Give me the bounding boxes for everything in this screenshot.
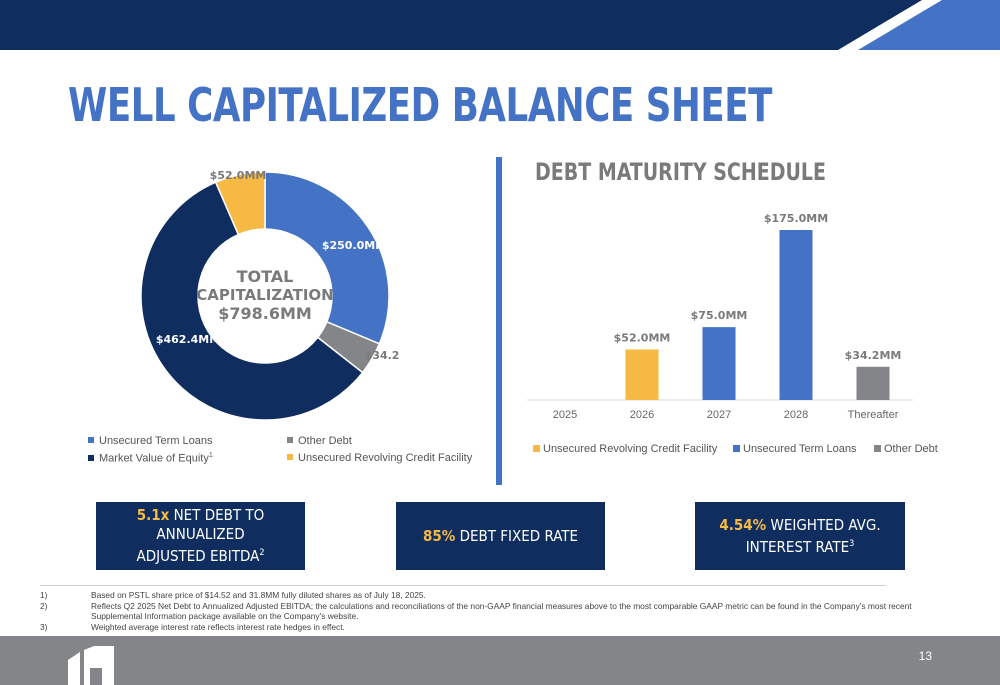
footnote: 1) Based on PSTL share price of $14.52 an… xyxy=(40,590,920,601)
legend-label: Unsecured Term Loans xyxy=(743,443,857,455)
x-tick-label: 2028 xyxy=(784,409,808,421)
donut-slice-market-value-equity xyxy=(140,181,364,421)
legend-market-value-equity: Market Value of Equity1 xyxy=(88,452,213,465)
bar-value-label: $175.0MM xyxy=(764,212,828,225)
legend-label: Unsecured Revolving Credit Facility xyxy=(543,443,718,455)
debt-maturity-bar-chart: 2025 $52.0MM 2026 $75.0MM 2027 $175.0MM 2028 $3… xyxy=(527,212,913,421)
donut-slice-unsecured-term-loans xyxy=(264,171,390,345)
donut-center-text: $798.6MM xyxy=(218,304,312,323)
bar-2028 xyxy=(779,230,813,400)
footnote-rule xyxy=(40,585,886,586)
kpi-fixed-rate: 85% DEBT FIXED RATE xyxy=(396,502,605,570)
donut-label-market-value-equity: $462.4MM xyxy=(156,333,220,346)
footnote-number: 3) xyxy=(40,621,48,632)
footer-bar: 13 xyxy=(0,636,1000,685)
donut-slice-revolving-credit xyxy=(214,171,266,236)
x-tick-label: 2026 xyxy=(630,409,654,421)
top-banner xyxy=(0,0,1000,50)
kpi-value: 5.1x xyxy=(136,506,170,524)
bar-value-label: $52.0MM xyxy=(614,331,671,344)
footnote: 3) Weighted average interest rate reflect… xyxy=(40,622,920,633)
legend-swatch xyxy=(287,454,293,461)
bar-2027 xyxy=(702,327,736,400)
legend-label: Other Debt xyxy=(884,443,938,455)
legend-revolving-credit: Unsecured Revolving Credit Facility xyxy=(287,452,472,464)
footnote: 2) Reflects Q2 2025 Net Debt to Annualize… xyxy=(40,601,920,622)
legend-label: Unsecured Term Loans xyxy=(99,435,213,447)
capitalization-donut-chart: $250.0MM $34.2MM $462.4MM $52.0MM TOTALCAPIT… xyxy=(140,169,400,421)
bar-2026 xyxy=(625,349,659,400)
kpi-value: 4.54% xyxy=(719,515,767,534)
page-title: WELL CAPITALIZED BALANCE SHEET xyxy=(68,78,772,132)
x-tick-label: Thereafter xyxy=(848,409,899,421)
legend-swatch xyxy=(88,437,94,444)
footnote-text: Reflects Q2 2025 Net Debt to Annualized … xyxy=(91,600,912,622)
legend-swatch xyxy=(874,444,881,452)
donut-center-text: CAPITALIZATION xyxy=(196,286,333,304)
legend-unsecured-term-loans: Unsecured Term Loans xyxy=(88,435,213,447)
legend-label: Market Value of Equity xyxy=(99,452,209,465)
legend-swatch xyxy=(88,454,94,461)
legend-swatch xyxy=(533,444,540,452)
page-number: 13 xyxy=(918,649,932,663)
kpi-value: 85% xyxy=(422,526,456,545)
bar-value-label: $75.0MM xyxy=(691,309,748,322)
kpi-text: INTEREST RATE xyxy=(745,537,850,556)
kpi-net-debt: 5.1x NET DEBT TO ANNUALIZED ADJUSTED EBI… xyxy=(96,502,305,570)
x-tick-label: 2025 xyxy=(553,409,577,421)
footnote-marker: 1 xyxy=(208,452,213,459)
bar-value-label: $34.2MM xyxy=(845,349,902,362)
debt-maturity-title: DEBT MATURITY SCHEDULE xyxy=(535,158,827,186)
bar-legend-other-debt: Other Debt xyxy=(874,443,938,455)
donut-label-unsecured-term-loans: $250.0MM xyxy=(322,239,386,252)
section-divider xyxy=(496,157,502,485)
kpi-text: DEBT FIXED RATE xyxy=(459,526,579,545)
donut-center-text: TOTAL xyxy=(237,267,294,286)
kpi-text: NET DEBT TO ANNUALIZED xyxy=(156,506,265,543)
footnote-number: 1) xyxy=(40,590,48,600)
legend-other-debt: Other Debt xyxy=(287,435,352,447)
legend-label: Unsecured Revolving Credit Facility xyxy=(298,452,473,464)
footnote-text: Based on PSTL share price of $14.52 and … xyxy=(91,590,426,600)
x-tick-label: 2027 xyxy=(707,409,731,421)
company-logo-icon xyxy=(68,646,114,685)
footnote-marker: 3 xyxy=(849,538,855,549)
footnote-text: Weighted average interest rate reflects … xyxy=(91,621,345,632)
donut-label-revolving-credit: $52.0MM xyxy=(210,169,267,182)
footnotes: 1) Based on PSTL share price of $14.52 an… xyxy=(40,590,920,632)
legend-label: Other Debt xyxy=(298,435,352,447)
bar-legend-term-loans: Unsecured Term Loans xyxy=(733,443,857,455)
bar-thereafter xyxy=(856,366,890,400)
kpi-text: ADJUSTED EBITDA xyxy=(136,547,260,565)
legend-swatch xyxy=(287,437,293,444)
kpi-text: WEIGHTED AVG. xyxy=(770,515,881,534)
legend-swatch xyxy=(733,444,740,452)
bar-legend-revolving: Unsecured Revolving Credit Facility xyxy=(533,443,717,455)
donut-label-other-debt: $34.2MM xyxy=(365,349,400,362)
footnote-number: 2) xyxy=(40,600,48,611)
footnote-marker: 2 xyxy=(259,548,265,558)
kpi-interest-rate: 4.54% WEIGHTED AVG. INTEREST RATE3 xyxy=(695,502,905,570)
